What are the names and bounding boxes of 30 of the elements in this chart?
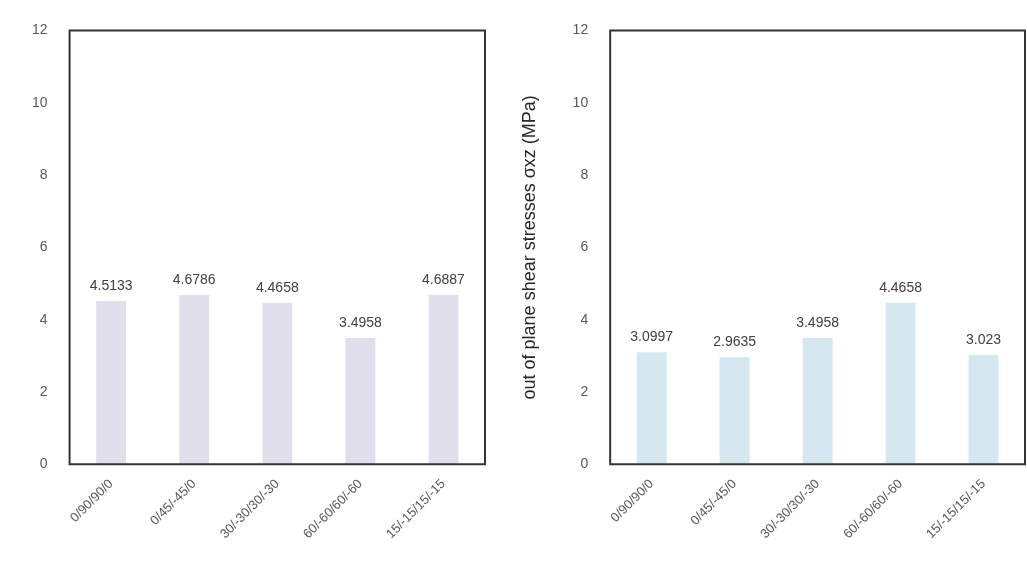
y-tick-label: 2: [39, 382, 48, 399]
y-tick-label: 4: [39, 310, 48, 327]
y-tick-label: 8: [580, 165, 589, 182]
bar: [802, 337, 833, 465]
bar: [636, 352, 667, 465]
y-tick-label: 2: [580, 382, 589, 399]
data-label: 2.9635: [713, 332, 757, 349]
data-label: 4.6786: [172, 270, 216, 287]
y-tick-label: 4: [580, 310, 589, 327]
data-label: 3.0997: [630, 328, 674, 345]
y-tick-label: 6: [580, 238, 589, 255]
bar: [968, 354, 999, 465]
data-label: 3.023: [965, 330, 1002, 347]
bar: [885, 302, 916, 465]
data-label: 4.4658: [255, 278, 299, 295]
y-tick-label: 12: [572, 21, 589, 38]
y-tick-label: 0: [39, 455, 48, 472]
y-axis-title: out of plane shear stresses σxz (MPa): [518, 95, 539, 400]
y-tick-label: 10: [31, 93, 48, 110]
y-tick-label: 12: [31, 21, 48, 38]
bar: [719, 357, 750, 465]
data-label: 3.4958: [796, 313, 840, 330]
y-tick-label: 10: [572, 93, 589, 110]
y-tick-label: 8: [39, 165, 48, 182]
data-label: 4.4658: [879, 278, 923, 295]
data-label: 4.6887: [422, 270, 466, 287]
data-label: 4.5133: [89, 276, 133, 293]
data-label: 3.4958: [338, 313, 382, 330]
y-tick-label: 6: [39, 238, 48, 255]
y-tick-label: 0: [580, 455, 589, 472]
